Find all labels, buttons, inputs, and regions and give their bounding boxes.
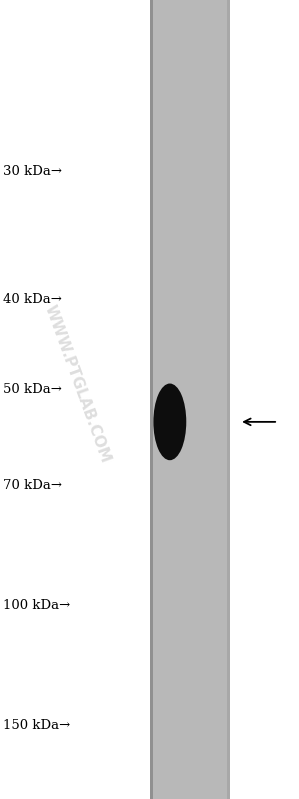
Text: 30 kDa→: 30 kDa→ bbox=[3, 165, 62, 178]
Bar bbox=[227, 0, 230, 799]
Text: WWW.PTGLAB.COM: WWW.PTGLAB.COM bbox=[42, 303, 113, 464]
Text: 50 kDa→: 50 kDa→ bbox=[3, 383, 62, 396]
Bar bbox=[150, 0, 153, 799]
Text: 150 kDa→: 150 kDa→ bbox=[3, 719, 70, 732]
Text: 70 kDa→: 70 kDa→ bbox=[3, 479, 62, 492]
Bar bbox=[150, 0, 230, 799]
Text: 100 kDa→: 100 kDa→ bbox=[3, 599, 70, 612]
Ellipse shape bbox=[153, 384, 186, 460]
Text: 40 kDa→: 40 kDa→ bbox=[3, 293, 62, 306]
